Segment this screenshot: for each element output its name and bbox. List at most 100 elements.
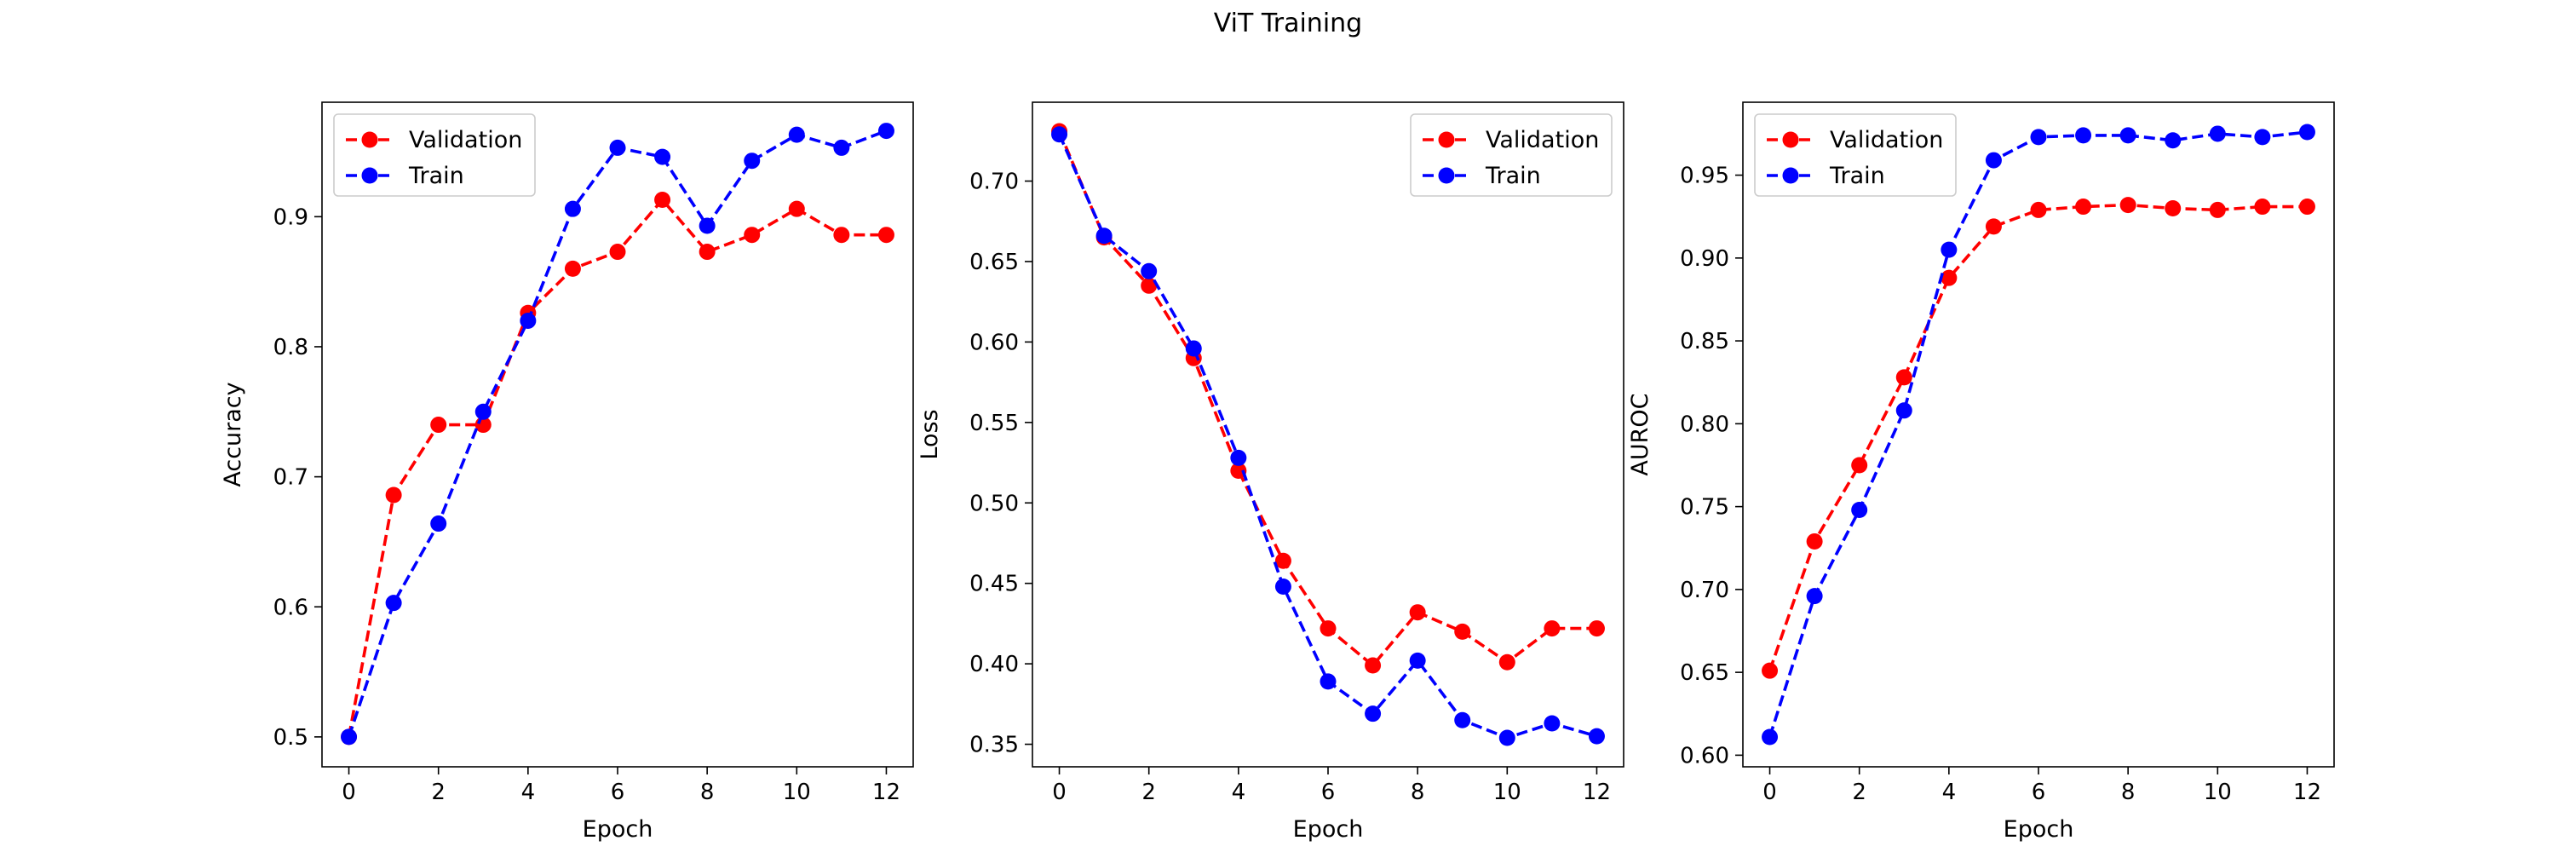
legend-label-train: Train bbox=[408, 163, 464, 189]
legend-marker-validation bbox=[1782, 131, 1799, 148]
y-tick-label: 0.7 bbox=[273, 465, 308, 491]
y-tick-label: 0.5 bbox=[273, 725, 308, 751]
x-tick-label: 10 bbox=[783, 780, 811, 805]
data-point-train bbox=[1274, 578, 1291, 595]
x-axis-label: Epoch bbox=[2004, 816, 2074, 843]
data-point-validation bbox=[654, 191, 671, 208]
data-point-train bbox=[2165, 132, 2182, 149]
data-point-validation bbox=[430, 417, 447, 434]
data-point-validation bbox=[788, 200, 805, 217]
data-point-validation bbox=[609, 244, 626, 261]
data-point-train bbox=[1185, 340, 1202, 357]
data-point-validation bbox=[2209, 201, 2226, 218]
axes-frame bbox=[321, 101, 914, 768]
data-point-validation bbox=[833, 227, 850, 244]
x-tick-label: 12 bbox=[2293, 780, 2321, 805]
data-point-train bbox=[1588, 728, 1605, 745]
figure-title: ViT Training bbox=[1213, 9, 1363, 38]
data-point-train bbox=[1895, 402, 1912, 419]
chart-panel-2: 0 2 4 6 8 10 12 0.35 0.40 0.45 0.50 0.55 0.60 0.65 0.7… bbox=[917, 101, 1624, 843]
data-point-validation bbox=[1941, 269, 1958, 286]
legend-label-validation: Validation bbox=[1486, 127, 1599, 153]
y-tick-label: 0.35 bbox=[969, 733, 1019, 758]
legend-label-train: Train bbox=[1485, 163, 1541, 189]
legend-label-validation: Validation bbox=[1830, 127, 1943, 153]
data-point-train bbox=[2119, 127, 2136, 144]
legend-marker-train bbox=[1438, 167, 1455, 184]
data-point-validation bbox=[1498, 653, 1515, 671]
y-tick-label: 0.9 bbox=[273, 204, 308, 230]
data-point-train bbox=[474, 403, 492, 420]
x-tick-label: 6 bbox=[611, 780, 625, 805]
data-point-validation bbox=[2254, 199, 2271, 216]
data-point-validation bbox=[1588, 620, 1605, 637]
data-point-train bbox=[385, 595, 402, 612]
y-tick-label: 0.60 bbox=[969, 330, 1019, 355]
x-tick-label: 6 bbox=[2032, 780, 2046, 805]
x-tick-label: 2 bbox=[1852, 780, 1866, 805]
x-tick-label: 0 bbox=[342, 780, 356, 805]
data-point-train bbox=[1141, 262, 1158, 279]
legend-marker-validation bbox=[1438, 131, 1455, 148]
y-tick-label: 0.85 bbox=[1680, 329, 1729, 354]
data-point-train bbox=[2075, 127, 2092, 144]
data-point-train bbox=[877, 123, 894, 140]
chart-panel-3: 0 2 4 6 8 10 12 0.60 0.65 0.70 0.75 0.80 0.85 0.90 0.9… bbox=[1627, 101, 2335, 843]
data-point-validation bbox=[1409, 604, 1426, 621]
x-tick-label: 6 bbox=[1321, 780, 1336, 805]
y-axis-label: AUROC bbox=[1627, 393, 1653, 475]
legend-marker-train bbox=[1782, 167, 1799, 184]
data-point-validation bbox=[1762, 662, 1779, 679]
data-point-train bbox=[1544, 715, 1561, 732]
x-tick-label: 10 bbox=[2204, 780, 2232, 805]
data-point-train bbox=[2298, 124, 2315, 141]
data-point-train bbox=[1320, 673, 1337, 690]
y-tick-label: 0.45 bbox=[969, 572, 1019, 597]
x-tick-label: 12 bbox=[1583, 780, 1611, 805]
y-tick-label: 0.50 bbox=[969, 491, 1019, 516]
data-point-validation bbox=[1230, 462, 1247, 479]
data-point-train bbox=[1409, 652, 1426, 669]
data-point-validation bbox=[385, 486, 402, 504]
data-point-train bbox=[2030, 129, 2047, 146]
chart-panel-1: 0 2 4 6 8 10 12 0.5 0.6 0.7 0.8 0.9 Epoch Accuracy Val… bbox=[220, 101, 914, 843]
data-point-train bbox=[430, 515, 447, 532]
data-point-train bbox=[2209, 125, 2226, 142]
data-point-validation bbox=[2165, 199, 2182, 216]
data-point-validation bbox=[2030, 201, 2047, 218]
data-point-validation bbox=[564, 260, 581, 277]
data-point-validation bbox=[699, 244, 716, 261]
y-tick-label: 0.55 bbox=[969, 411, 1019, 436]
data-point-train bbox=[1498, 729, 1515, 746]
y-tick-label: 0.40 bbox=[969, 652, 1019, 677]
y-tick-label: 0.65 bbox=[1680, 660, 1729, 686]
y-tick-label: 0.95 bbox=[1680, 164, 1729, 189]
data-point-train bbox=[1851, 502, 1868, 519]
data-point-validation bbox=[1544, 620, 1561, 637]
series-line-train bbox=[347, 129, 888, 738]
data-point-validation bbox=[1454, 623, 1471, 640]
data-point-train bbox=[1941, 241, 1958, 258]
y-tick-label: 0.90 bbox=[1680, 246, 1729, 272]
data-point-train bbox=[788, 126, 805, 143]
data-point-train bbox=[1230, 449, 1247, 466]
data-point-validation bbox=[1274, 552, 1291, 569]
x-axis-label: Epoch bbox=[1293, 816, 1364, 843]
series-line-train bbox=[1768, 130, 2308, 738]
y-tick-label: 0.6 bbox=[273, 595, 308, 620]
data-point-train bbox=[833, 139, 850, 156]
x-tick-label: 8 bbox=[1411, 780, 1425, 805]
x-tick-label: 4 bbox=[1232, 780, 1246, 805]
data-point-train bbox=[1806, 588, 1823, 605]
data-point-train bbox=[609, 139, 626, 156]
data-point-train bbox=[699, 217, 716, 234]
y-tick-label: 0.70 bbox=[1680, 578, 1729, 603]
x-tick-label: 4 bbox=[1942, 780, 1957, 805]
legend-marker-train bbox=[361, 167, 378, 184]
y-tick-label: 0.70 bbox=[969, 170, 1019, 195]
data-point-train bbox=[654, 148, 671, 165]
legend-label-train: Train bbox=[1829, 163, 1885, 189]
x-tick-label: 8 bbox=[700, 780, 715, 805]
data-point-validation bbox=[1806, 532, 1823, 550]
